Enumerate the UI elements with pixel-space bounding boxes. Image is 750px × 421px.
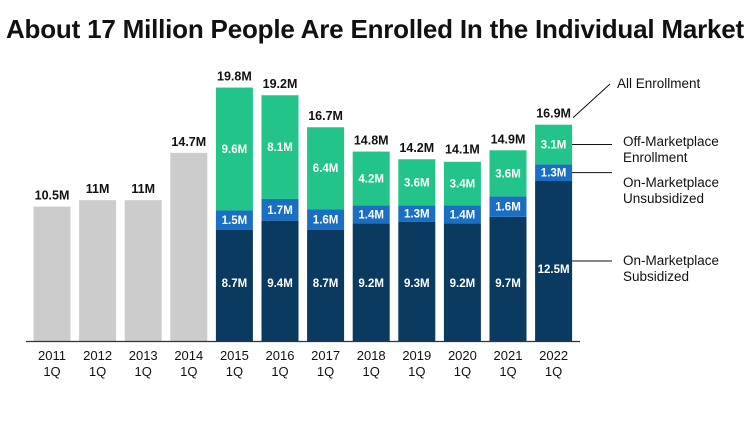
x-tick-quarter: 1Q [499, 364, 516, 379]
segment-off-marketplace-2021 [489, 150, 527, 197]
segment-label: 1.3M [404, 209, 430, 221]
legend-label-subsidized: Subsidized [623, 269, 689, 284]
segment-subsidized-2018 [352, 223, 390, 341]
segment-subsidized-2016 [261, 220, 299, 341]
segment-label: 8.1M [267, 142, 293, 154]
x-tick-year: 2012 [83, 348, 112, 363]
x-tick-year: 2019 [402, 348, 431, 363]
segment-subsidized-2020 [443, 223, 481, 341]
x-tick-year: 2018 [357, 348, 386, 363]
segment-label: 1.5M [222, 215, 248, 227]
x-tick-year: 2022 [539, 348, 568, 363]
segment-label: 4.2M [358, 173, 384, 185]
segment-label: 9.3M [404, 278, 430, 290]
segment-label: 8.7M [313, 278, 339, 290]
total-label: 10.5M [35, 189, 70, 203]
total-label: 11M [131, 182, 155, 196]
segment-off-marketplace-2022 [535, 124, 573, 165]
legend-label-unsubsidized: On-Marketplace [623, 175, 719, 190]
chart-title: About 17 Million People Are Enrolled In … [5, 14, 745, 44]
total-label: 19.2M [263, 77, 298, 91]
x-tick-year: 2013 [129, 348, 158, 363]
total-label: 14.7M [171, 135, 206, 149]
total-label: 16.7M [308, 109, 343, 123]
segment-unsubsidized-2015 [215, 210, 253, 230]
segment-unsubsidized-2022 [535, 164, 573, 181]
legend-leader-all-enrollment [572, 83, 611, 119]
legend-label-off-marketplace: Off-Marketplace [623, 134, 719, 149]
segment-label: 1.6M [313, 214, 339, 226]
x-tick-year: 2021 [494, 348, 523, 363]
x-tick-quarter: 1Q [271, 364, 288, 379]
segment-unsubsidized-2017 [307, 209, 345, 230]
segment-label: 9.7M [495, 278, 521, 290]
segment-label: 1.4M [358, 209, 384, 221]
segment-label: 9.4M [267, 278, 293, 290]
total-label: 14.8M [354, 134, 389, 148]
segment-unsubsidized-2021 [489, 196, 527, 217]
segment-unsubsidized-2020 [443, 205, 481, 224]
segment-off-marketplace-2016 [261, 95, 299, 199]
segment-label: 3.6M [404, 177, 430, 189]
total-label: 14.1M [445, 143, 480, 157]
x-tick-year: 2011 [38, 348, 66, 363]
segment-label: 9.2M [358, 278, 384, 290]
segment-label: 3.1M [541, 140, 567, 152]
segment-label: 1.6M [495, 202, 521, 214]
x-tick-quarter: 1Q [408, 364, 425, 379]
x-tick-year: 2014 [174, 348, 203, 363]
segment-off-marketplace-2015 [215, 87, 253, 211]
total-label: 14.2M [399, 141, 434, 155]
segment-off-marketplace-2020 [443, 161, 481, 206]
segment-label: 6.4M [313, 163, 339, 175]
x-tick-quarter: 1Q [545, 364, 562, 379]
x-tick-quarter: 1Q [43, 364, 60, 379]
segment-label: 1.7M [267, 205, 293, 217]
x-tick-quarter: 1Q [89, 364, 106, 379]
x-tick-quarter: 1Q [226, 364, 243, 379]
segment-subsidized-2015 [215, 229, 253, 341]
segment-subsidized-2022 [535, 181, 573, 341]
segment-subsidized-2021 [489, 216, 527, 341]
total-label: 14.9M [491, 132, 526, 146]
segment-unsubsidized-2018 [352, 205, 390, 224]
total-bar-2011 [33, 206, 71, 341]
legend-label-all-enrollment: All Enrollment [617, 76, 701, 91]
segment-subsidized-2017 [307, 229, 345, 341]
segment-label: 3.4M [450, 179, 476, 191]
segment-label: 1.4M [450, 209, 476, 221]
total-bar-2013 [124, 200, 162, 341]
x-tick-quarter: 1Q [135, 364, 152, 379]
segment-off-marketplace-2019 [398, 159, 436, 206]
x-tick-quarter: 1Q [363, 364, 380, 379]
x-tick-year: 2015 [220, 348, 249, 363]
total-label: 11M [86, 182, 110, 196]
legend-label-subsidized: On-Marketplace [623, 253, 719, 268]
total-bar-2014 [170, 152, 208, 341]
x-tick-year: 2020 [448, 348, 477, 363]
segment-off-marketplace-2017 [307, 127, 345, 210]
total-label: 19.8M [217, 70, 252, 84]
legend-label-unsubsidized: Unsubsidized [623, 191, 704, 206]
segment-label: 9.6M [222, 144, 248, 156]
x-tick-quarter: 1Q [317, 364, 334, 379]
x-tick-year: 2016 [266, 348, 295, 363]
segment-label: 9.2M [450, 278, 476, 290]
segment-label: 1.3M [541, 168, 567, 180]
segment-off-marketplace-2018 [352, 151, 390, 206]
x-tick-quarter: 1Q [454, 364, 471, 379]
segment-unsubsidized-2016 [261, 198, 299, 221]
segment-label: 3.6M [495, 168, 521, 180]
x-tick-quarter: 1Q [180, 364, 197, 379]
total-label: 16.9M [536, 107, 571, 121]
legend-label-off-marketplace: Enrollment [623, 150, 688, 165]
segment-label: 12.5M [538, 264, 570, 276]
segment-subsidized-2019 [398, 221, 436, 341]
x-tick-year: 2017 [311, 348, 340, 363]
segment-label: 8.7M [222, 278, 248, 290]
total-bar-2012 [79, 200, 117, 341]
segment-unsubsidized-2019 [398, 205, 436, 222]
